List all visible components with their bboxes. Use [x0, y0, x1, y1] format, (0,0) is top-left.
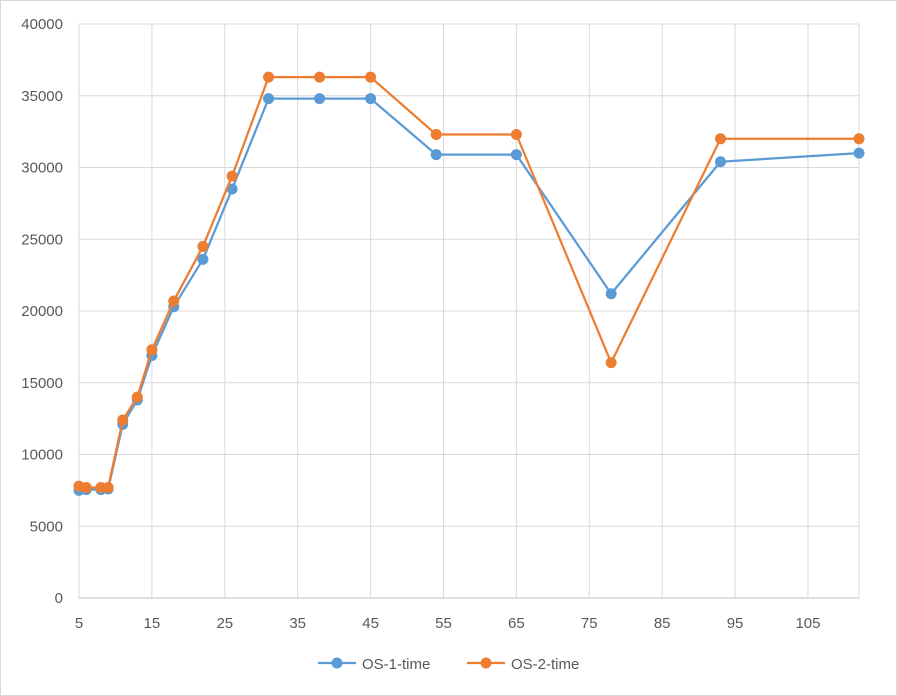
data-point-os-1-time — [430, 149, 442, 161]
legend-item-os-1-time: OS-1-time — [318, 656, 430, 673]
data-point-os-2-time — [510, 128, 522, 140]
data-point-os-1-time — [197, 253, 209, 265]
gridlines — [78, 23, 860, 599]
data-point-os-2-time — [430, 128, 442, 140]
x-tick-label: 105 — [795, 615, 820, 632]
axes: 0 5000 10000 15000 20000 25000 30000 35000 40000… — [21, 16, 859, 632]
legend-label-os-1-time: OS-1-time — [362, 656, 430, 673]
series-os-2-time — [73, 71, 865, 494]
data-point-os-1-time — [510, 149, 522, 161]
series-line-os-2-time — [78, 75, 859, 489]
data-point-os-2-time — [146, 344, 158, 356]
data-point-os-2-time — [365, 71, 377, 83]
y-tick-label: 30000 — [21, 160, 63, 177]
y-tick-label: 25000 — [21, 231, 63, 248]
x-tick-label: 5 — [75, 615, 83, 632]
data-point-os-2-time — [197, 240, 209, 252]
x-tick-label: 25 — [216, 615, 233, 632]
data-point-os-2-time — [131, 391, 143, 403]
series-group — [73, 71, 865, 496]
y-tick-label: 40000 — [21, 16, 63, 33]
data-point-os-2-time — [226, 170, 238, 182]
y-tick-label: 0 — [55, 590, 63, 607]
data-point-os-1-time — [605, 288, 617, 300]
data-point-os-1-time — [226, 183, 238, 195]
x-tick-label: 85 — [654, 615, 671, 632]
x-tick-label: 75 — [581, 615, 598, 632]
y-tick-label: 35000 — [21, 88, 63, 105]
data-point-os-2-time — [117, 414, 129, 426]
x-tick-label: 55 — [435, 615, 452, 632]
data-point-os-2-time — [714, 133, 726, 145]
legend: OS-1-time OS-2-time — [318, 656, 579, 673]
x-tick-label: 35 — [289, 615, 306, 632]
legend-marker-os-2-time — [480, 657, 492, 669]
x-tick-label: 15 — [144, 615, 161, 632]
x-tick-label: 45 — [362, 615, 379, 632]
data-point-os-2-time — [314, 71, 326, 83]
y-tick-label: 15000 — [21, 375, 63, 392]
x-tick-label: 95 — [727, 615, 744, 632]
data-point-os-1-time — [714, 156, 726, 168]
data-point-os-2-time — [853, 133, 865, 145]
data-point-os-2-time — [168, 295, 180, 307]
data-point-os-1-time — [263, 93, 275, 105]
legend-marker-os-1-time — [331, 657, 343, 669]
data-point-os-1-time — [365, 93, 377, 105]
data-point-os-2-time — [80, 482, 92, 494]
data-point-os-2-time — [263, 71, 275, 83]
series-os-1-time — [73, 93, 865, 496]
data-point-os-1-time — [314, 93, 326, 105]
data-point-os-1-time — [853, 147, 865, 159]
y-tick-label: 5000 — [30, 518, 63, 535]
series-line-os-1-time — [78, 97, 860, 492]
x-tick-label: 65 — [508, 615, 525, 632]
data-point-os-2-time — [605, 357, 617, 369]
y-tick-label: 20000 — [21, 303, 63, 320]
legend-label-os-2-time: OS-2-time — [511, 656, 579, 673]
legend-item-os-2-time: OS-2-time — [467, 656, 579, 673]
data-point-os-2-time — [102, 482, 114, 494]
y-tick-label: 10000 — [21, 447, 63, 464]
